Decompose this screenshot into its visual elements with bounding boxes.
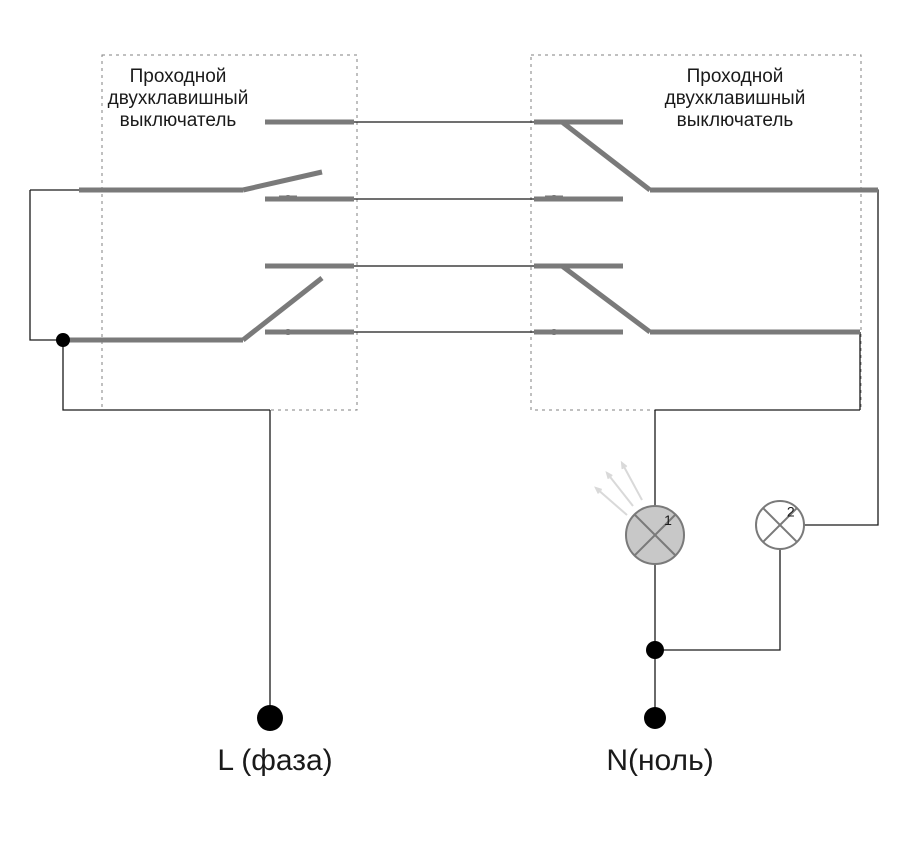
node-left_tee [56, 333, 70, 347]
lamp2_to_Ntee [655, 549, 780, 650]
lamp2-number: 2 [787, 504, 795, 520]
left_switch-label-line2: выключатель [120, 110, 237, 131]
right_switch-label-line1: двухклавишный [665, 88, 806, 109]
left_feed_down [30, 190, 63, 340]
node-N_tee [646, 641, 664, 659]
left_switch-label-line0: Проходной [130, 66, 227, 87]
wiring-diagram: ПроходнойдвухклавишныйвыключательПроходн… [0, 0, 900, 847]
node-N_dot [644, 707, 666, 729]
L_to_node [63, 340, 270, 410]
lamp1-number: 1 [664, 512, 672, 528]
terminal-label-L: L (фаза) [217, 744, 332, 777]
right_top_out [804, 190, 878, 525]
terminal-label-N: N(ноль) [606, 744, 713, 777]
right_switch-label-line0: Проходной [687, 66, 784, 87]
left_switch-label-line1: двухклавишный [108, 88, 249, 109]
node-L_dot [257, 705, 283, 731]
right_switch-label-line2: выключатель [677, 110, 794, 131]
